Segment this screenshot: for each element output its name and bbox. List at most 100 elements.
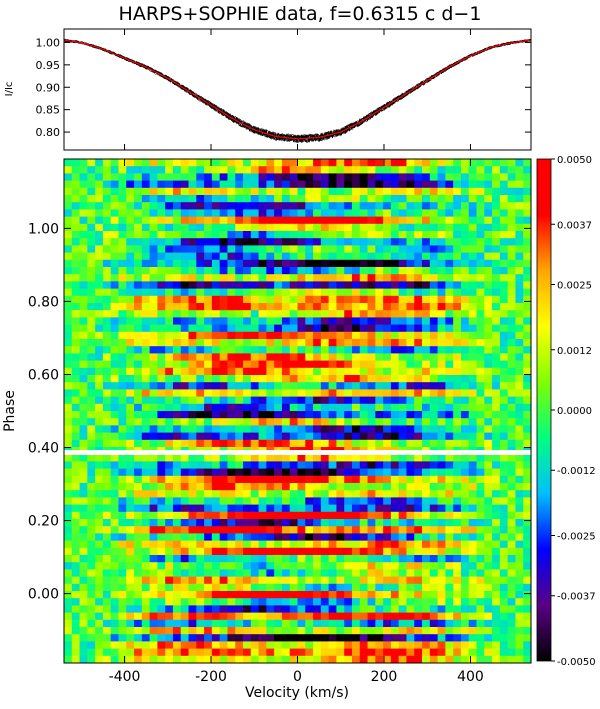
heatmap-cell xyxy=(351,324,361,333)
heatmap-cell xyxy=(398,569,407,578)
heatmap-cell xyxy=(211,216,221,225)
heatmap-cell xyxy=(351,353,361,362)
heatmap-cell xyxy=(172,569,182,578)
heatmap-cell xyxy=(313,504,322,513)
heatmap-cell xyxy=(492,591,501,599)
heatmap-cell xyxy=(398,223,407,232)
heatmap-cell xyxy=(320,504,330,513)
heatmap-cell xyxy=(79,425,88,434)
heatmap-cell xyxy=(87,497,96,506)
heatmap-cell xyxy=(484,432,493,441)
heatmap-cell xyxy=(297,216,306,225)
heatmap-cell xyxy=(157,403,166,412)
heatmap-cell xyxy=(102,432,112,441)
heatmap-cell xyxy=(492,339,501,347)
heatmap-cell xyxy=(398,238,407,246)
heatmap-cell xyxy=(492,547,501,556)
heatmap-cell xyxy=(422,562,431,570)
heatmap-cell xyxy=(172,238,182,246)
heatmap-cell xyxy=(468,497,478,506)
heatmap-cell xyxy=(258,238,267,246)
heatmap-cell xyxy=(79,483,88,491)
heatmap-cell xyxy=(134,267,143,275)
heatmap-cell xyxy=(320,367,330,376)
heatmap-cell xyxy=(359,483,369,491)
heatmap-cell xyxy=(250,655,260,664)
heatmap-cell xyxy=(157,303,166,311)
heatmap-cell xyxy=(102,331,112,340)
heatmap-cell xyxy=(102,195,112,203)
heatmap-cell xyxy=(406,562,415,570)
heatmap-cell xyxy=(266,353,275,362)
heatmap-cell xyxy=(134,187,143,196)
heatmap-cell xyxy=(141,346,151,354)
heatmap-cell xyxy=(204,403,213,412)
heatmap-cell xyxy=(118,461,127,470)
heatmap-cell xyxy=(157,497,166,506)
heatmap-cell xyxy=(235,605,244,614)
heatmap-cell xyxy=(437,310,446,318)
heatmap-cell xyxy=(297,382,306,390)
heatmap-cell xyxy=(305,547,314,556)
heatmap-cell xyxy=(79,555,88,563)
heatmap-cell xyxy=(79,547,88,556)
heatmap-cell xyxy=(289,526,298,534)
heatmap-cell xyxy=(95,432,104,441)
heatmap-cell xyxy=(375,634,384,642)
heatmap-cell xyxy=(95,317,104,326)
heatmap-cell xyxy=(367,360,376,369)
heatmap-cell xyxy=(445,411,454,419)
heatmap-cell xyxy=(235,468,244,477)
heatmap-cell xyxy=(351,511,361,520)
heatmap-cell xyxy=(79,231,88,239)
heatmap-cell xyxy=(492,259,501,268)
heatmap-cell xyxy=(445,274,454,282)
heatmap-cell xyxy=(305,195,314,203)
heatmap-cell xyxy=(468,238,478,246)
heatmap-cell xyxy=(64,598,73,606)
heatmap-cell xyxy=(180,403,190,412)
heatmap-cell xyxy=(102,353,112,362)
heatmap-cell xyxy=(499,562,509,570)
heatmap-cell xyxy=(79,209,88,218)
heatmap-cell xyxy=(266,490,275,498)
heatmap-cell xyxy=(515,324,524,333)
heatmap-cell xyxy=(149,627,158,635)
heatmap-cell xyxy=(157,655,166,664)
heatmap-cell xyxy=(406,180,415,189)
heatmap-cell xyxy=(79,216,88,225)
heatmap-cell xyxy=(266,281,275,290)
heatmap-cell xyxy=(243,216,252,225)
heatmap-cell xyxy=(476,396,485,405)
heatmap-cell xyxy=(165,583,174,592)
heatmap-cell xyxy=(235,504,244,513)
heatmap-cell xyxy=(110,274,119,282)
heatmap-cell xyxy=(507,281,516,290)
heatmap-cell xyxy=(406,439,415,448)
heatmap-cell xyxy=(453,403,462,412)
heatmap-cell xyxy=(351,295,361,304)
heatmap-cell xyxy=(453,195,462,203)
heatmap-cell xyxy=(204,591,213,599)
heatmap-cell xyxy=(406,641,415,650)
heatmap-cell xyxy=(429,411,439,419)
heatmap-cell xyxy=(336,331,345,340)
heatmap-cell xyxy=(523,166,532,174)
heatmap-cell xyxy=(250,375,260,383)
heatmap-cell xyxy=(102,159,112,167)
heatmap-cell xyxy=(297,231,306,239)
heatmap-cell xyxy=(344,411,353,419)
heatmap-cell xyxy=(320,612,330,621)
heatmap-cell xyxy=(351,303,361,311)
heatmap-cell xyxy=(134,533,143,542)
heatmap-cell xyxy=(250,281,260,290)
heatmap-cell xyxy=(359,281,369,290)
heatmap-cell xyxy=(235,295,244,304)
heatmap-cell xyxy=(414,295,423,304)
heatmap-cell xyxy=(141,396,151,405)
heatmap-cell xyxy=(274,576,283,585)
heatmap-cell xyxy=(437,418,446,426)
heatmap-cell xyxy=(313,562,322,570)
heatmap-cell xyxy=(460,195,470,203)
heatmap-cell xyxy=(134,612,143,621)
